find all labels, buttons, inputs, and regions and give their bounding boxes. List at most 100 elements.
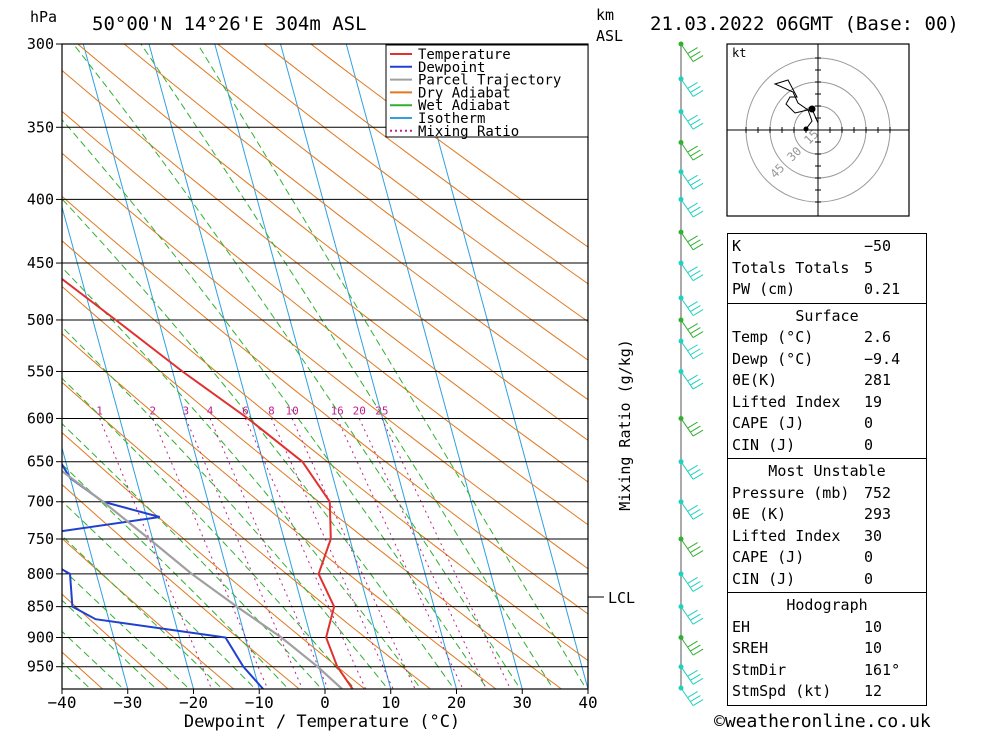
dry-adiabat-line bbox=[62, 240, 588, 662]
barb-feather bbox=[687, 82, 698, 89]
hodograph-unit: kt bbox=[732, 46, 746, 60]
legend-entry: Dewpoint bbox=[418, 60, 485, 76]
mixing-ratio-line bbox=[336, 418, 464, 689]
dry-adiabat-line bbox=[62, 651, 104, 689]
mixing-ratio-line bbox=[358, 418, 487, 689]
table-row-label: Pressure (mb) bbox=[732, 483, 850, 502]
barb-feather bbox=[687, 301, 698, 308]
hodograph-header: Hodograph bbox=[786, 596, 868, 614]
table-row-label: StmSpd (kt) bbox=[732, 682, 832, 700]
barb-feather bbox=[690, 51, 701, 59]
mixing-ratio-line bbox=[244, 418, 367, 689]
barb-feather bbox=[687, 266, 698, 274]
dry-adiabat-line bbox=[310, 44, 588, 248]
y-tick-label: 350 bbox=[27, 118, 54, 136]
x-tick-label: −40 bbox=[48, 693, 77, 712]
most-unstable-box: Most Unstable Pressure (mb) 752 θE (K) 293 L… bbox=[727, 459, 927, 593]
barb-feather bbox=[687, 323, 698, 330]
table-row: PW (cm) 0.21 bbox=[732, 279, 922, 301]
barb-shaft bbox=[680, 78, 694, 97]
barb-feather bbox=[692, 648, 704, 656]
wind-barb bbox=[680, 111, 704, 130]
table-row: Lifted Index 19 bbox=[732, 392, 922, 414]
dry-adiabat-line bbox=[62, 333, 497, 689]
barb-feather bbox=[692, 472, 704, 480]
table-row: CIN (J) 0 bbox=[732, 569, 922, 591]
hodograph-box: Hodograph EH 10 SREH 10 StmDir 161° StmSpd (kt… bbox=[727, 593, 927, 706]
barb-shaft bbox=[680, 371, 694, 390]
mixing-ratio-label: 25 bbox=[375, 404, 388, 417]
barb-feather bbox=[692, 210, 704, 218]
table-row-value: 0 bbox=[864, 569, 874, 588]
mixing-ratio-label: 16 bbox=[331, 404, 344, 417]
table-row-label: StmDir bbox=[732, 660, 787, 679]
barb-shaft bbox=[680, 637, 694, 656]
wind-barb bbox=[680, 262, 704, 282]
table-row: CAPE (J) 0 bbox=[732, 547, 922, 569]
hodograph-trace bbox=[773, 79, 819, 130]
plot-frame bbox=[61, 43, 589, 690]
mixing-ratio-line bbox=[270, 418, 394, 689]
wet-adiabat-line bbox=[62, 463, 290, 689]
y-tick-label: 700 bbox=[27, 493, 54, 511]
barb-feather bbox=[692, 182, 704, 190]
barb-feather bbox=[690, 508, 701, 516]
wet-adiabat-line bbox=[72, 44, 521, 689]
barb-shaft bbox=[680, 262, 694, 281]
wind-barb bbox=[680, 418, 704, 437]
y-unit-right-bottom: ASL bbox=[596, 27, 623, 45]
barb-shaft bbox=[680, 340, 694, 360]
table-row-value: 12 bbox=[864, 682, 883, 700]
table-row-value: 10 bbox=[864, 617, 883, 636]
barb-shaft bbox=[680, 171, 694, 190]
barb-shaft bbox=[680, 687, 694, 706]
wind-barb bbox=[680, 461, 704, 480]
legend-entry: Parcel Trajectory bbox=[418, 73, 561, 89]
table-row-label: EH bbox=[732, 617, 751, 636]
table-row-label: CIN (J) bbox=[732, 569, 796, 588]
table-row: StmSpd (kt) 12 bbox=[732, 681, 922, 703]
y-tick-label: 900 bbox=[27, 629, 54, 647]
table-row-value: 19 bbox=[864, 392, 883, 411]
barb-shaft bbox=[680, 606, 694, 625]
barb-feather bbox=[690, 468, 701, 476]
wind-barb bbox=[680, 319, 704, 338]
x-tick-label: 40 bbox=[578, 693, 597, 712]
mixing-ratio-label: 8 bbox=[268, 404, 275, 417]
barb-feather bbox=[690, 239, 701, 247]
isotherm-line bbox=[214, 44, 392, 689]
x-tick-label: −20 bbox=[179, 693, 208, 712]
table-row: SREH 10 bbox=[732, 638, 922, 660]
y-tick-label: 800 bbox=[27, 565, 54, 583]
mixing-ratio-label: 20 bbox=[353, 404, 366, 417]
barb-feather bbox=[690, 348, 701, 356]
temperature-line bbox=[62, 277, 354, 689]
profiles bbox=[62, 277, 354, 689]
wind-barb bbox=[680, 538, 704, 558]
wind-barb bbox=[680, 637, 704, 656]
barb-feather bbox=[687, 464, 698, 472]
y-unit-right-top: km bbox=[596, 6, 614, 24]
barb-feather bbox=[687, 577, 698, 584]
hodograph-surface-marker bbox=[803, 126, 809, 132]
barb-shaft bbox=[680, 538, 694, 557]
wind-barb bbox=[680, 231, 704, 251]
isotherm-line bbox=[82, 44, 260, 689]
barb-shaft bbox=[680, 666, 694, 685]
isotherm-line bbox=[148, 44, 326, 689]
barb-feather bbox=[690, 118, 701, 126]
barb-feather bbox=[692, 90, 704, 97]
barb-shaft bbox=[680, 199, 694, 218]
table-row-value: −50 bbox=[864, 237, 892, 255]
table-row: Lifted Index 30 bbox=[732, 526, 922, 548]
mixing-ratio-label: 3 bbox=[182, 404, 189, 417]
table-row-value: 0 bbox=[864, 548, 874, 566]
y-tick-label: 450 bbox=[27, 254, 54, 272]
dry-adiabat-line bbox=[62, 483, 300, 689]
x-tick-label: 30 bbox=[513, 693, 532, 712]
table-row-label: K bbox=[732, 237, 742, 255]
barb-shaft bbox=[680, 142, 694, 161]
y-tick-label: 400 bbox=[27, 190, 54, 208]
